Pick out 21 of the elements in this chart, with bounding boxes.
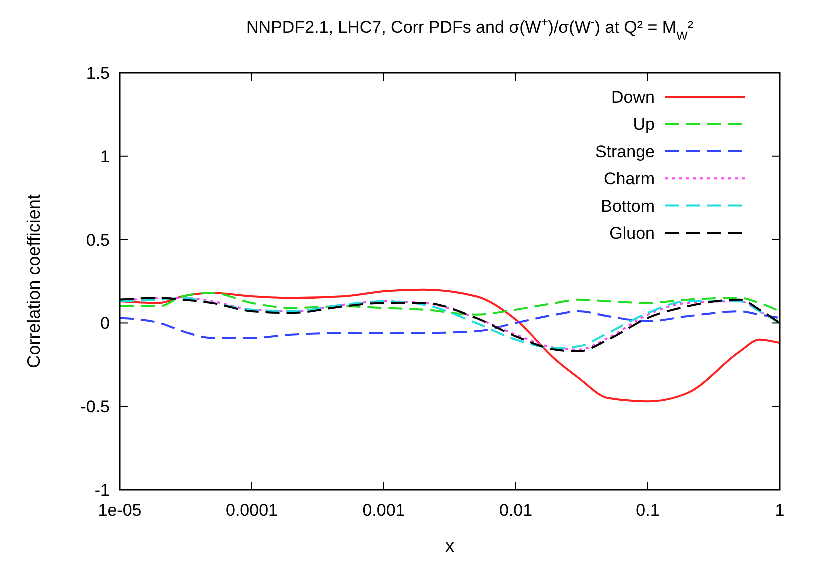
x-tick-label: 1e-05 (98, 501, 142, 520)
x-tick-label: 1 (775, 501, 785, 520)
legend-label: Gluon (610, 224, 655, 243)
y-axis-title: Correlation coefficient (24, 194, 44, 368)
y-tick-label: -1 (94, 480, 110, 500)
x-axis-title: x (446, 536, 454, 556)
chart-title: NNPDF2.1, LHC7, Corr PDFs and σ(W$^{+}$)/σ(W$^{-}$) at Q² = M$_{W}$² (246, 15, 694, 43)
legend-label: Bottom (601, 196, 655, 216)
x-tick-label: 0.1 (636, 501, 660, 520)
y-tick-label: 1 (100, 147, 110, 166)
x-tick-label: 0.01 (499, 501, 533, 520)
x-tick-label: 0.0001 (226, 501, 278, 520)
legend-label: Strange (595, 142, 655, 162)
y-tick-label: 0 (100, 314, 110, 334)
y-tick-label: -0.5 (80, 398, 110, 417)
y-tick-label: 1.5 (86, 64, 110, 83)
x-tick-label: 0.001 (362, 501, 406, 520)
legend-label: Charm (604, 170, 655, 189)
legend-label: Down (612, 88, 655, 107)
y-tick-label: 0.5 (86, 230, 110, 250)
legend-label: Up (633, 115, 655, 134)
